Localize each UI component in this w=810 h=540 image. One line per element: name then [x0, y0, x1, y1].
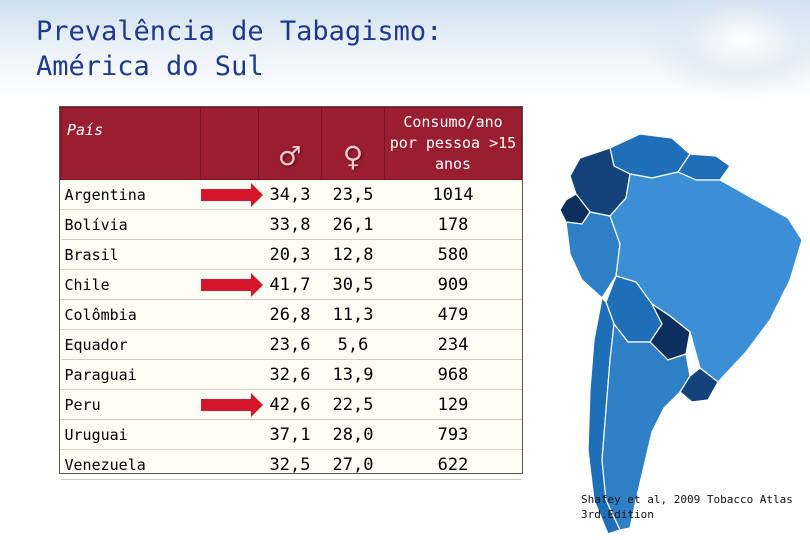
country-cell: Uruguai [60, 419, 201, 450]
female-prevalence-cell: 28,0 [321, 419, 385, 450]
highlight-arrow-icon [200, 183, 263, 207]
male-prevalence-cell: 32,5 [258, 449, 322, 480]
country-cell: Paraguai [60, 359, 201, 390]
south-america-map [559, 133, 803, 535]
table-row: Chile 41,7 30,5 909 [60, 269, 522, 300]
source-credit: Shafey et al, 2009 Tobacco Atlas 3rd.Edi… [581, 493, 793, 521]
country-cell: Argentina [60, 179, 201, 210]
female-prevalence-cell: 11,3 [321, 299, 385, 330]
country-cell: Equador [60, 329, 201, 360]
consumption-cell: 793 [384, 419, 522, 450]
arrow-cell [200, 389, 263, 420]
female-prevalence-cell: 27,0 [321, 449, 385, 480]
highlight-arrow-icon [200, 393, 263, 417]
consumption-cell: 622 [384, 449, 522, 480]
consumption-cell: 580 [384, 239, 522, 270]
consumption-cell: 129 [384, 389, 522, 420]
map-uruguay [679, 367, 719, 403]
table-row: Paraguai 32,6 13,9 968 [60, 359, 522, 390]
table-row: Colômbia 26,8 11,3 479 [60, 299, 522, 330]
female-symbol-icon: ♀ [342, 137, 364, 177]
arrow-cell [200, 239, 259, 270]
consumption-cell: 479 [384, 299, 522, 330]
table-row: Peru 42,6 22,5 129 [60, 389, 522, 420]
arrow-cell [200, 359, 259, 390]
male-prevalence-cell: 20,3 [258, 239, 322, 270]
table-row: Brasil 20,3 12,8 580 [60, 239, 522, 270]
female-prevalence-cell: 23,5 [321, 179, 385, 210]
female-prevalence-cell: 13,9 [321, 359, 385, 390]
consumption-cell: 1014 [384, 179, 522, 210]
prevalence-table: País ♂ ♀ Consumo/ano por pessoa >15 anos… [60, 107, 522, 480]
country-cell: Bolívia [60, 209, 201, 240]
arrow-cell [200, 269, 263, 300]
consumption-cell: 909 [384, 269, 522, 300]
male-prevalence-cell: 26,8 [258, 299, 322, 330]
table-body: Argentina 34,3 23,5 1014 Bolívia 33,8 26,1 178 B… [60, 179, 522, 480]
arrow-cell [200, 329, 259, 360]
male-prevalence-cell: 37,1 [258, 419, 322, 450]
header-consumption: Consumo/ano por pessoa >15 anos [384, 107, 522, 180]
country-cell: Colômbia [60, 299, 201, 330]
smoke-decoration [640, 0, 810, 100]
male-prevalence-cell: 41,7 [258, 269, 322, 300]
header-arrow-spacer [200, 107, 259, 180]
arrow-cell [200, 179, 263, 210]
female-prevalence-cell: 22,5 [321, 389, 385, 420]
consumption-cell: 968 [384, 359, 522, 390]
male-symbol-icon: ♂ [279, 137, 301, 177]
highlight-arrow-icon [200, 273, 263, 297]
female-prevalence-cell: 12,8 [321, 239, 385, 270]
map-argentina [601, 322, 691, 531]
female-prevalence-cell: 30,5 [321, 269, 385, 300]
male-prevalence-cell: 32,6 [258, 359, 322, 390]
female-prevalence-cell: 26,1 [321, 209, 385, 240]
header-female: ♀ [321, 107, 385, 180]
female-prevalence-cell: 5,6 [321, 329, 385, 360]
page-title: Prevalência de Tabagismo: América do Sul [36, 16, 443, 82]
prevalence-table-container: País ♂ ♀ Consumo/ano por pessoa >15 anos… [59, 106, 523, 480]
male-prevalence-cell: 42,6 [258, 389, 322, 420]
arrow-cell [200, 419, 259, 450]
header-country: País [60, 107, 201, 180]
map-brazil [609, 171, 803, 383]
consumption-cell: 234 [384, 329, 522, 360]
table-row: Venezuela 32,5 27,0 622 [60, 449, 522, 480]
table-row: Bolívia 33,8 26,1 178 [60, 209, 522, 240]
header-male: ♂ [258, 107, 322, 180]
country-cell: Brasil [60, 239, 201, 270]
consumption-cell: 178 [384, 209, 522, 240]
table-row: Uruguai 37,1 28,0 793 [60, 419, 522, 450]
table-header-row: País ♂ ♀ Consumo/ano por pessoa >15 anos [60, 107, 522, 180]
male-prevalence-cell: 34,3 [258, 179, 322, 210]
male-prevalence-cell: 33,8 [258, 209, 322, 240]
arrow-cell [200, 299, 259, 330]
country-cell: Venezuela [60, 449, 201, 480]
arrow-cell [200, 209, 259, 240]
country-cell: Peru [60, 389, 201, 420]
male-prevalence-cell: 23,6 [258, 329, 322, 360]
country-cell: Chile [60, 269, 201, 300]
arrow-cell [200, 449, 259, 480]
table-row: Equador 23,6 5,6 234 [60, 329, 522, 360]
table-row: Argentina 34,3 23,5 1014 [60, 179, 522, 210]
